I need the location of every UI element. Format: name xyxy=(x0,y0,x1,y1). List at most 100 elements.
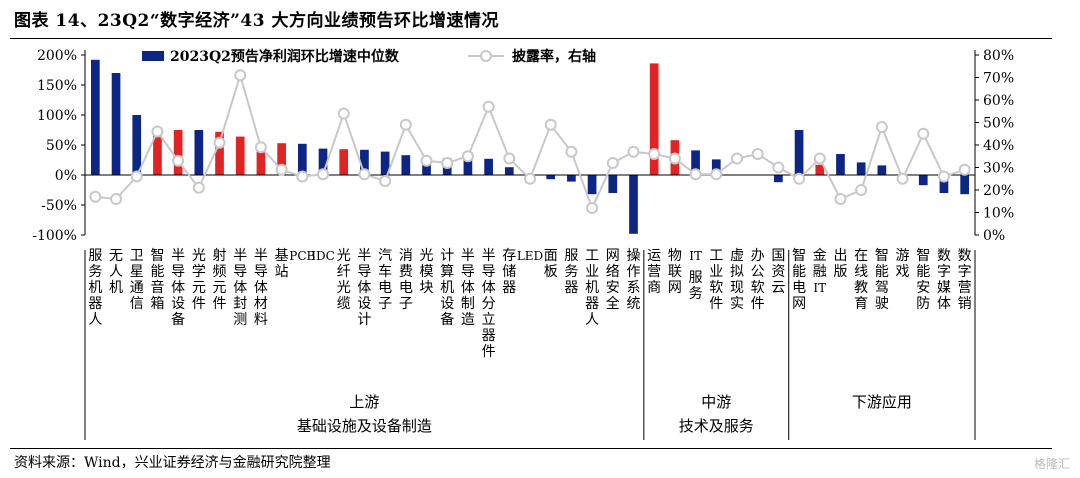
disclosure-rate-point xyxy=(710,168,723,181)
category-label: 操作系统 xyxy=(626,248,640,312)
bar xyxy=(256,149,266,175)
disclosure-rate-point xyxy=(606,157,619,169)
right-tick-label: 20% xyxy=(983,183,1014,199)
category-label: 卫星通信 xyxy=(130,248,144,312)
disclosure-rate-point xyxy=(855,184,868,196)
bar xyxy=(277,143,286,175)
disclosure-rate-point xyxy=(358,168,371,181)
disclosure-rate-point xyxy=(627,145,640,158)
bar xyxy=(173,130,183,175)
bar xyxy=(815,164,825,175)
category-label: 射频元件 xyxy=(213,248,227,312)
category-label: 智能安防 xyxy=(916,248,930,312)
disclosure-rate-point xyxy=(648,148,661,160)
disclosure-rate-point xyxy=(937,170,950,183)
bar xyxy=(484,158,493,175)
bar xyxy=(215,131,224,175)
disclosure-rate-point xyxy=(379,175,392,187)
group-label: 中游 xyxy=(701,393,731,411)
category-label: 光学元件 xyxy=(192,248,206,312)
right-tick-label: 10% xyxy=(983,206,1014,222)
category-label: 物联网 xyxy=(668,248,682,296)
disclosure-rate-point xyxy=(213,136,226,149)
legend-bar-swatch xyxy=(142,51,164,61)
disclosure-rate-point xyxy=(565,145,578,158)
disclosure-rate-point xyxy=(503,152,516,165)
bar xyxy=(711,159,721,175)
category-label: 办公软件 xyxy=(751,248,765,312)
right-tick-label: 60% xyxy=(983,93,1014,109)
disclosure-rate-point xyxy=(917,127,930,140)
title-divider xyxy=(10,38,1052,39)
left-tick-label: -50% xyxy=(41,198,77,214)
category-label: 数字媒体 xyxy=(937,248,951,312)
category-label: 消费电子 xyxy=(399,248,413,312)
right-tick-label: 0% xyxy=(983,228,1005,244)
category-label: 存储器 xyxy=(502,248,516,296)
disclosure-rate-point xyxy=(275,163,288,176)
bar xyxy=(587,175,597,195)
category-label: PCB xyxy=(289,249,315,263)
bar xyxy=(132,115,142,175)
disclosure-rate-point xyxy=(296,170,309,183)
bar xyxy=(649,63,659,175)
category-label: 服务器 xyxy=(564,248,578,296)
disclosure-rate-point xyxy=(896,172,909,185)
right-tick-label: 30% xyxy=(983,161,1014,177)
disclosure-rate-point xyxy=(793,172,806,185)
bar xyxy=(111,73,121,175)
left-tick-label: 150% xyxy=(37,78,77,94)
category-label: 无人机 xyxy=(109,248,123,296)
bar xyxy=(546,175,556,180)
source-divider xyxy=(10,448,1052,449)
disclosure-rate-point xyxy=(337,107,350,120)
bar xyxy=(339,149,349,175)
category-label: 光模块 xyxy=(420,248,434,296)
category-label: 出版 xyxy=(833,248,847,280)
right-tick-label: 70% xyxy=(983,71,1014,87)
category-label: 面板 xyxy=(544,248,558,280)
bar xyxy=(360,149,369,175)
legend-bar-label: 2023Q2预告净利润环比增速中位数 xyxy=(170,48,400,65)
disclosure-rate-point xyxy=(730,152,743,165)
disclosure-rate-point xyxy=(544,118,557,131)
disclosure-rate-point xyxy=(172,154,185,167)
category-label: 网络安全 xyxy=(606,248,620,312)
group-sublabel: 技术及服务 xyxy=(679,417,754,435)
disclosure-rate-point xyxy=(813,152,826,165)
left-tick-label: 100% xyxy=(37,108,77,124)
disclosure-rate-point xyxy=(192,181,205,194)
legend-line-marker xyxy=(480,50,492,62)
bar xyxy=(877,165,887,175)
category-label: 智能驾驶 xyxy=(875,248,889,312)
disclosure-rate-point xyxy=(420,154,433,167)
category-label: 计算机设备 xyxy=(440,248,454,328)
bar xyxy=(608,175,618,193)
bar xyxy=(856,162,866,175)
bar xyxy=(794,130,804,175)
category-label: 智能音箱 xyxy=(150,248,164,312)
bar xyxy=(691,150,700,175)
right-tick-label: 50% xyxy=(983,116,1014,132)
disclosure-rate-point xyxy=(399,118,412,131)
category-label: 金融 IT xyxy=(813,248,827,295)
disclosure-rate-point xyxy=(317,168,330,181)
category-label: IDC xyxy=(311,249,335,263)
bar xyxy=(918,175,928,186)
category-label: 半导体封测 xyxy=(233,248,247,328)
left-tick-label: 0% xyxy=(55,168,77,184)
category-label: LED xyxy=(517,249,543,263)
category-label: 半导体设计 xyxy=(357,248,371,328)
disclosure-rate-point xyxy=(586,202,599,214)
disclosure-rate-point xyxy=(130,170,143,183)
disclosure-rate-point xyxy=(958,163,971,176)
group-label: 上游 xyxy=(349,393,379,411)
category-label: 在线教育 xyxy=(854,248,868,312)
disclosure-rate-point xyxy=(689,168,702,181)
bar xyxy=(194,130,204,175)
right-tick-label: 80% xyxy=(983,48,1014,64)
category-label: 半导体分立器件 xyxy=(482,248,496,360)
bar xyxy=(960,175,969,195)
disclosure-rate-point xyxy=(461,150,474,163)
bar xyxy=(380,151,390,175)
